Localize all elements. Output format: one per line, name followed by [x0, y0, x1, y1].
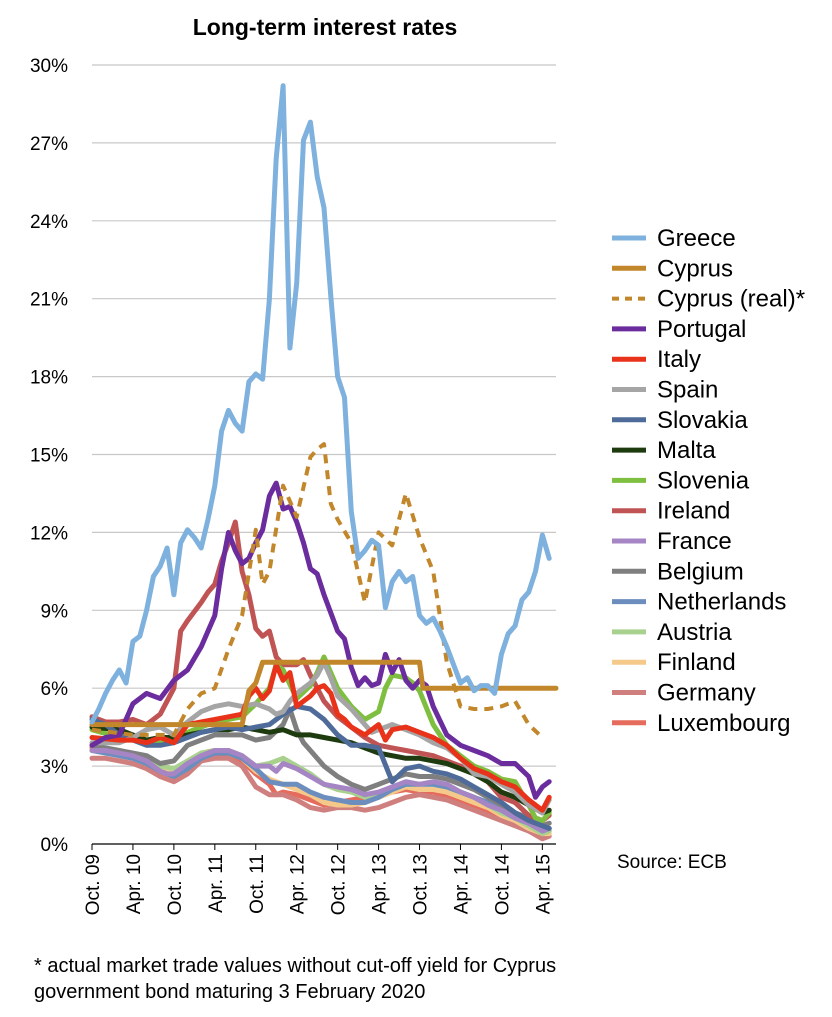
x-axis-ticks: Oct. 09 Apr. 10 Oct. 10 Apr. 11 Oct. 11 Apr. …: [83, 844, 554, 915]
legend-label: Ireland: [657, 498, 730, 525]
legend-label: Belgium: [657, 558, 744, 585]
series-line: [89, 748, 552, 834]
x-tick-label: Apr. 14: [451, 854, 472, 915]
series-line: [89, 83, 552, 725]
legend-label: France: [657, 528, 732, 555]
y-tick-label: 6%: [41, 679, 69, 700]
legend-label: Portugal: [657, 316, 746, 343]
x-tick-label: Apr. 15: [533, 854, 554, 914]
y-tick-label: 3%: [41, 757, 69, 778]
legend-label: Austria: [657, 619, 732, 646]
y-tick-label: 0%: [41, 835, 69, 856]
x-tick-label: Apr. 12: [288, 854, 309, 914]
y-tick-label: 24%: [30, 212, 68, 233]
series-line: [89, 480, 552, 800]
legend-label: Malta: [657, 437, 716, 464]
y-tick-label: 15%: [30, 446, 68, 467]
y-tick-label: 9%: [41, 601, 69, 622]
legend-label: Netherlands: [657, 589, 786, 616]
x-tick-label: Apr. 11: [206, 854, 227, 913]
series-line: [89, 755, 552, 842]
legend-label: Cyprus: [657, 255, 733, 282]
footnote-line-2: government bond maturing 3 February 2020: [34, 981, 425, 1003]
legend-label: Italy: [657, 346, 701, 373]
x-tick-label: Apr. 10: [124, 854, 145, 914]
series-line: [91, 442, 544, 739]
x-tick-label: Oct. 12: [329, 854, 350, 915]
chart-title: Long-term interest rates: [193, 14, 458, 40]
y-tick-label: 21%: [30, 290, 68, 311]
legend-label: Finland: [657, 649, 736, 676]
y-tick-label: 12%: [30, 523, 68, 544]
y-axis-ticks: 0% 3% 6% 9% 12% 15% 18% 21% 24% 27% 30%: [30, 56, 68, 856]
legend-label: Slovakia: [657, 407, 748, 434]
x-tick-label: Oct. 09: [83, 854, 104, 915]
plot-area: [89, 83, 559, 842]
x-tick-label: Oct. 14: [492, 854, 513, 916]
x-tick-label: Oct. 11: [247, 854, 268, 914]
x-tick-label: Oct. 13: [411, 854, 432, 915]
legend-label: Luxembourg: [657, 710, 790, 737]
legend: Greece Cyprus Cyprus (real)* Portugal Italy S…: [612, 225, 805, 737]
legend-label: Slovenia: [657, 467, 750, 494]
legend-label: Greece: [657, 225, 736, 252]
series-line: [89, 659, 559, 728]
legend-label: Cyprus (real)*: [657, 286, 805, 313]
x-tick-label: Apr. 13: [370, 854, 391, 914]
x-tick-label: Oct. 10: [165, 854, 186, 915]
series-line: [89, 662, 552, 813]
y-tick-label: 30%: [30, 56, 68, 77]
y-tick-label: 18%: [30, 368, 68, 389]
legend-label: Spain: [657, 377, 718, 404]
legend-label: Germany: [657, 680, 756, 707]
source-note: Source: ECB: [617, 852, 727, 873]
footnote-line-1: * actual market trade values without cut…: [34, 955, 556, 977]
y-tick-label: 27%: [30, 134, 68, 155]
series-line: [89, 748, 552, 837]
